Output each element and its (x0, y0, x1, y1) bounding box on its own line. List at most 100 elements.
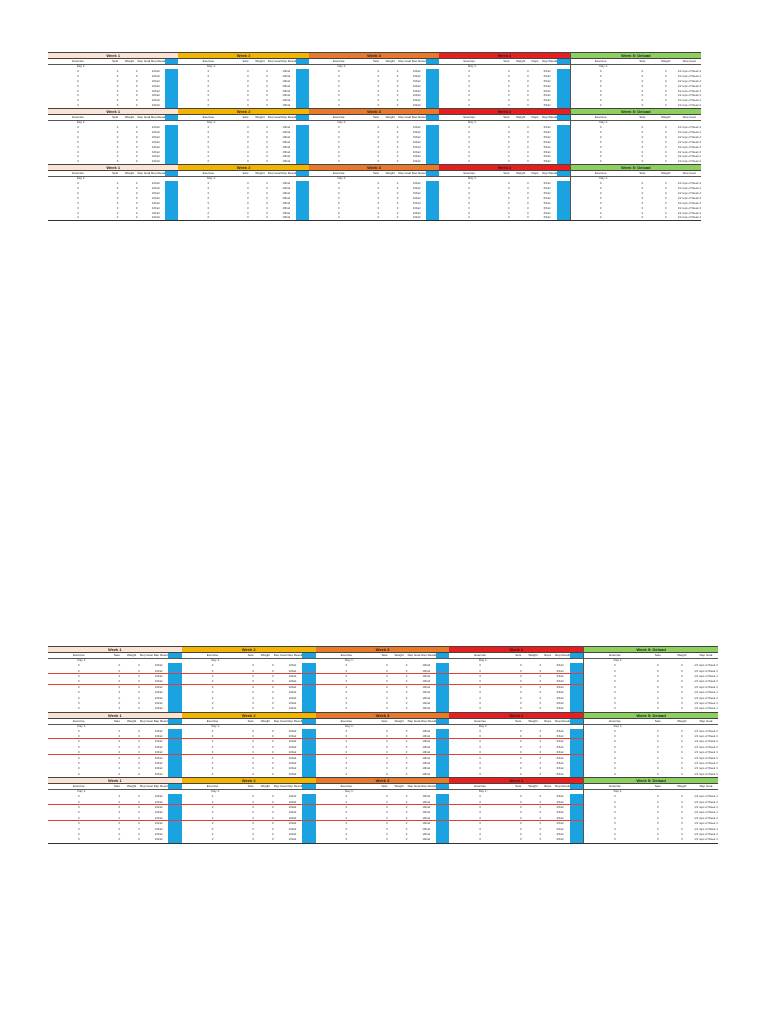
table-cell[interactable]: 0 (656, 679, 659, 684)
table-cell[interactable]: 10Fail (412, 181, 421, 186)
rep-results-cell[interactable] (569, 733, 584, 739)
rep-results-cell[interactable] (302, 750, 316, 755)
table-cell[interactable]: 0 (377, 69, 380, 73)
table-row[interactable]: 0 0 0 10Fail (181, 679, 316, 685)
table-cell[interactable]: 10Fail (412, 215, 421, 220)
table-cell[interactable]: 0 (252, 744, 254, 749)
table-cell[interactable]: 10Fail (288, 799, 297, 804)
table-cell[interactable]: 0 (207, 186, 210, 191)
rep-results-cell[interactable] (165, 159, 179, 165)
rep-results-cell[interactable] (436, 766, 450, 772)
table-cell[interactable]: 0 (116, 139, 119, 144)
table-cell[interactable]: 0 (665, 186, 667, 191)
table-cell[interactable]: 0 (656, 805, 659, 809)
table-row[interactable]: 0 0 0 6/Fail (449, 831, 584, 838)
table-cell[interactable]: 0 (138, 668, 140, 673)
table-cell[interactable]: 0 (519, 810, 522, 815)
table-cell[interactable]: 1/2 reps of Week 4 (677, 186, 701, 191)
rep-results-cell[interactable] (436, 744, 450, 751)
table-cell[interactable]: 0 (116, 205, 119, 210)
table-cell[interactable]: 0 (665, 191, 667, 196)
table-cell[interactable]: 0 (479, 755, 481, 760)
table-row[interactable]: 0 0 0 10Fail (182, 794, 316, 800)
table-cell[interactable]: 0 (116, 125, 119, 130)
table-cell[interactable]: 10Fail (154, 837, 163, 842)
table-cell[interactable]: 0 (345, 810, 348, 815)
rep-results-cell[interactable] (569, 679, 584, 684)
table-cell[interactable]: 0 (207, 154, 210, 159)
table-row[interactable]: 0 0 0 1/2 reps of Week 4 (571, 186, 701, 191)
table-row[interactable]: 0 0 0 1/2 reps of Week 4 (584, 739, 718, 744)
table-cell[interactable]: 0 (211, 831, 214, 836)
table-row[interactable]: 0 0 0 10Fail (48, 78, 179, 84)
table-row[interactable]: 0 0 0 6/Fail (449, 837, 584, 843)
table-row[interactable]: 0 0 0 10Fail (309, 186, 440, 192)
table-cell[interactable]: 0 (468, 88, 470, 93)
table-cell[interactable]: 0 (77, 794, 80, 799)
table-row[interactable]: 0 0 0 10Fail (178, 139, 309, 145)
rep-results-cell[interactable] (295, 98, 309, 104)
table-row[interactable]: 0 0 0 6/Fail (439, 130, 570, 135)
table-cell[interactable]: 10Fail (154, 695, 163, 700)
table-cell[interactable]: 0 (77, 761, 80, 766)
table-cell[interactable]: 0 (138, 739, 140, 744)
table-cell[interactable]: 0 (252, 810, 254, 815)
table-cell[interactable]: 0 (77, 815, 80, 820)
table-row[interactable]: 0 0 0 1/2 reps of Week 4 (571, 135, 701, 140)
table-cell[interactable]: 0 (681, 799, 683, 804)
table-cell[interactable]: 0 (247, 134, 249, 139)
table-cell[interactable]: 0 (271, 728, 274, 733)
table-row[interactable]: 0 0 0 10Fail (182, 766, 316, 772)
table-cell[interactable]: 0 (479, 739, 481, 744)
table-cell[interactable]: 0 (507, 195, 510, 200)
table-cell[interactable]: 0 (138, 673, 140, 678)
table-cell[interactable]: 0 (507, 144, 510, 149)
table-cell[interactable]: 10Fail (412, 210, 421, 215)
table-cell[interactable]: 0 (507, 215, 510, 220)
rep-results-cell[interactable] (165, 83, 179, 89)
table-cell[interactable]: 0 (539, 794, 542, 799)
table-row[interactable]: 0 0 0 10Fail (48, 804, 182, 811)
table-row[interactable]: 0 0 0 10Fail (48, 159, 179, 165)
table-cell[interactable]: 0 (377, 103, 380, 108)
table-cell[interactable]: 0 (377, 144, 380, 149)
table-cell[interactable]: 0 (519, 815, 522, 820)
table-cell[interactable]: 0 (599, 149, 602, 154)
table-cell[interactable]: 1/2 reps of Week 4 (694, 761, 718, 766)
table-row[interactable]: 0 0 0 1/2 reps of Week 4 (571, 98, 701, 103)
table-cell[interactable]: 1/2 reps of Week 4 (694, 744, 718, 749)
table-row[interactable]: 0 0 0 10Fail (309, 181, 440, 187)
table-cell[interactable]: 0 (211, 837, 214, 842)
table-cell[interactable]: 0 (116, 73, 119, 78)
table-cell[interactable]: 6/Fail (556, 815, 564, 820)
rep-results-cell[interactable] (556, 88, 570, 94)
table-cell[interactable]: 1/2 reps of Week 4 (677, 130, 701, 135)
rep-results-cell[interactable] (295, 93, 309, 99)
rep-results-cell[interactable] (302, 766, 316, 772)
table-row[interactable]: 0 0 0 1/2 reps of Week 4 (584, 810, 718, 815)
table-cell[interactable]: 0 (338, 205, 340, 210)
table-cell[interactable]: 0 (377, 93, 380, 98)
table-row[interactable]: 0 0 0 6/Fail (439, 98, 570, 104)
table-cell[interactable]: 0 (539, 810, 542, 815)
table-cell[interactable]: 0 (271, 706, 274, 711)
rep-results-cell[interactable] (436, 668, 450, 673)
table-cell[interactable]: 10Fail (151, 186, 160, 191)
table-row[interactable]: 0 0 0 10Fail (178, 195, 309, 201)
table-cell[interactable]: 0 (599, 69, 602, 73)
table-cell[interactable]: 1/2 reps of Week 4 (677, 103, 701, 108)
table-cell[interactable]: 0 (468, 130, 470, 135)
table-row[interactable]: 0 0 0 10Fail (48, 673, 182, 680)
table-row[interactable]: 0 0 0 10Fail (178, 205, 309, 211)
table-cell[interactable]: 10Fail (412, 205, 421, 210)
table-cell[interactable]: 6/Fail (556, 826, 564, 831)
table-row[interactable]: 0 0 0 1/2 reps of Week 4 (584, 805, 718, 810)
table-cell[interactable]: 0 (614, 771, 616, 776)
table-cell[interactable]: 0 (681, 750, 683, 755)
table-cell[interactable]: 0 (266, 139, 268, 144)
table-cell[interactable]: 0 (539, 684, 542, 689)
table-cell[interactable]: 0 (266, 154, 268, 159)
table-cell[interactable]: 0 (338, 210, 340, 215)
table-cell[interactable]: 0 (338, 125, 340, 130)
table-cell[interactable]: 6/Fail (543, 186, 551, 191)
